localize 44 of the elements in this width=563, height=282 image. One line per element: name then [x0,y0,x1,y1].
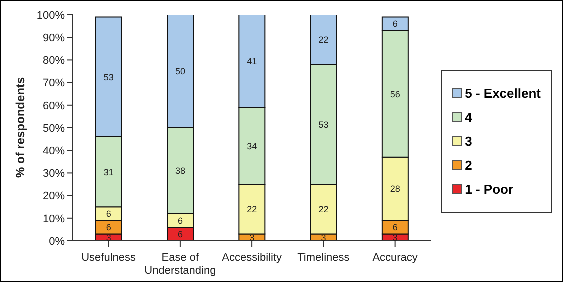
y-tick-label: 20% [42,190,66,203]
data-label: 6 [106,222,112,233]
x-tick-label: Accessibility [222,252,283,264]
data-label: 41 [247,56,258,67]
x-tick-label: Ease of Understanding [144,252,216,277]
y-tick-label: 90% [42,32,66,45]
data-label: 38 [176,166,186,176]
y-tick-label: 30% [42,168,66,180]
data-label: 28 [390,184,400,194]
legend-label: 5 - Excellent [465,86,541,100]
legend-label: 4 [465,110,472,124]
data-label: 56 [390,89,400,100]
data-label: 3 [250,232,255,243]
data-label: 53 [104,72,114,82]
legend-label: 3 [465,134,472,148]
data-label: 6 [178,229,184,240]
data-label: 3 [392,232,398,243]
y-tick-label: 60% [42,100,66,112]
y-tick-label: 50% [42,122,66,135]
legend-label: 2 [465,158,472,172]
y-tick-label: 40% [42,146,66,158]
x-tick-label: Timeliness [298,252,350,264]
y-axis-title: % of respondents [13,77,28,178]
legend-label: 1 - Poor [465,182,514,196]
data-label: 53 [318,120,329,130]
y-tick-label: 80% [42,55,66,68]
data-label: 3 [321,232,326,243]
data-label: 6 [106,209,112,220]
x-tick-label: Accuracy [372,252,418,264]
data-label: 31 [104,167,114,178]
data-label: 50 [176,66,186,77]
data-label: 6 [392,222,398,233]
data-label: 22 [247,204,258,215]
data-label: 6 [392,19,398,30]
data-label: 22 [318,35,329,46]
y-tick-label: 70% [42,78,66,90]
y-tick-label: 10% [42,213,66,226]
data-label: 22 [318,204,329,215]
y-tick-label: 100% [36,10,66,22]
y-tick-label: 0% [49,236,66,248]
x-tick-label: Usefulness [82,252,137,264]
data-label: 34 [247,141,258,152]
data-label: 3 [106,232,112,243]
data-label: 6 [178,216,184,226]
